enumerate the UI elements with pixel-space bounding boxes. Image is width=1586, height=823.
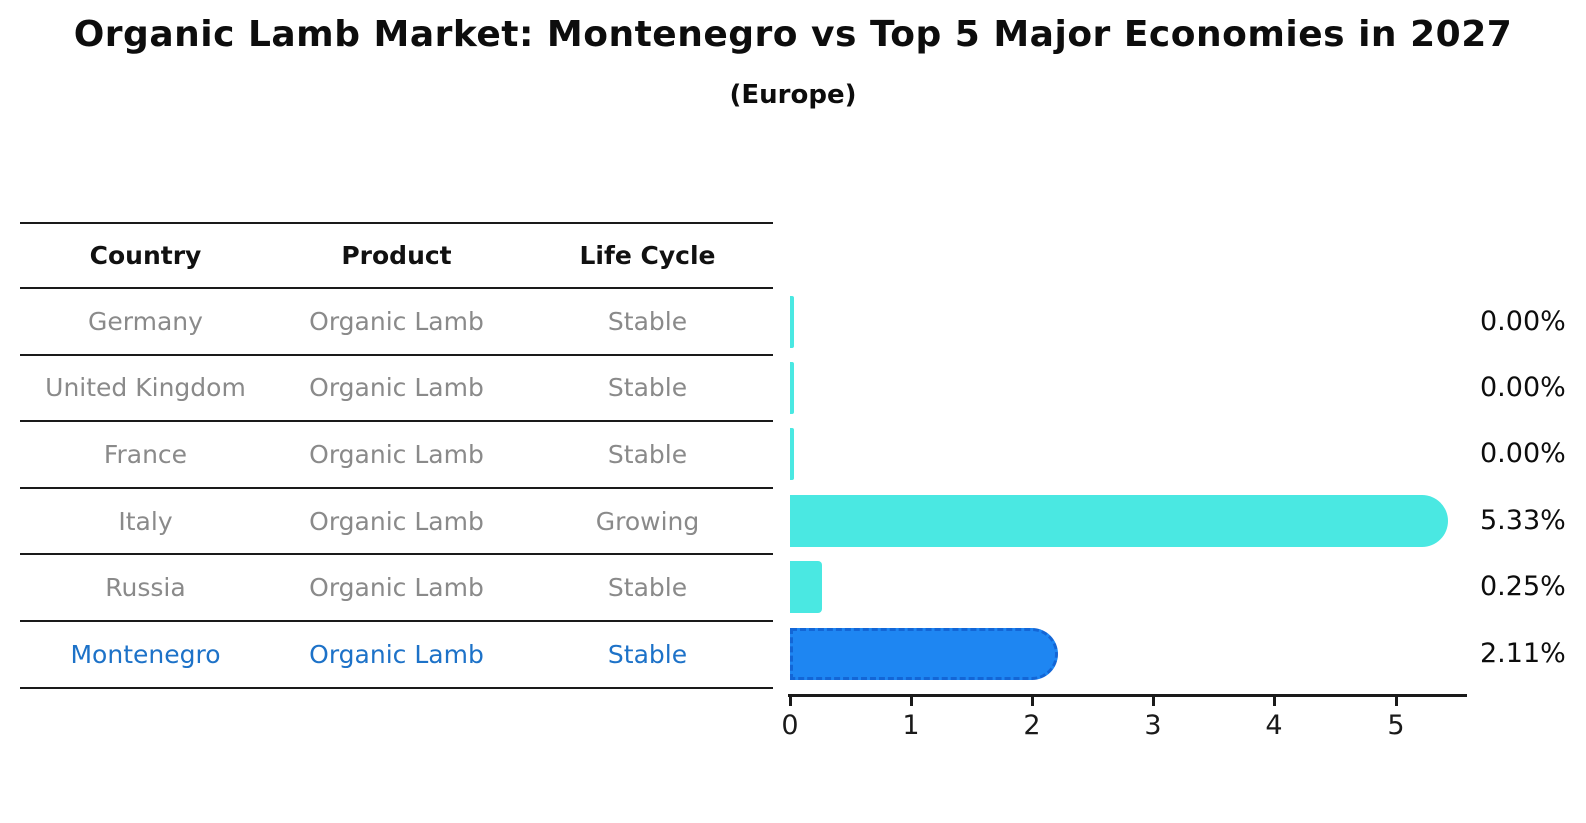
bar-united-kingdom xyxy=(790,362,794,414)
chart-subtitle: (Europe) xyxy=(729,80,857,110)
x-axis-tick xyxy=(910,697,913,706)
cell-life-cycle: Growing xyxy=(595,506,700,536)
x-axis-spine xyxy=(788,694,1467,697)
cell-life-cycle: Stable xyxy=(607,373,688,403)
cell-life-cycle: Stable xyxy=(607,573,688,603)
cell-product: Organic Lamb xyxy=(309,306,484,336)
value-label-germany: 0.00% xyxy=(1480,306,1566,337)
table-row-montenegro: Montenegro Organic Lamb Stable xyxy=(20,622,773,689)
header-product: Product xyxy=(341,241,452,270)
table-row-russia: Russia Organic Lamb Stable xyxy=(20,555,773,622)
x-axis-tick xyxy=(1273,697,1276,706)
country-table: Country Product Life Cycle Germany Organ… xyxy=(20,222,773,689)
x-tick-label: 2 xyxy=(1023,710,1041,741)
cell-country: Germany xyxy=(88,306,203,336)
chart-title: Organic Lamb Market: Montenegro vs Top 5… xyxy=(73,14,1513,55)
cell-product: Organic Lamb xyxy=(309,439,484,469)
bar-italy xyxy=(790,495,1448,547)
value-label-montenegro: 2.11% xyxy=(1480,638,1566,669)
x-axis-tick xyxy=(1152,697,1155,706)
cell-country: Montenegro xyxy=(70,639,221,669)
bar-montenegro xyxy=(790,628,1058,680)
bar-germany xyxy=(790,296,794,348)
cell-country: Russia xyxy=(105,573,186,603)
table-row-france: France Organic Lamb Stable xyxy=(20,422,773,489)
x-tick-label: 0 xyxy=(781,710,799,741)
x-axis-tick xyxy=(789,697,792,706)
cell-life-cycle: Stable xyxy=(607,306,688,336)
cell-life-cycle: Stable xyxy=(607,639,688,669)
bar-france xyxy=(790,428,794,480)
header-life-cycle: Life Cycle xyxy=(579,241,716,270)
cell-product: Organic Lamb xyxy=(309,506,484,536)
x-tick-label: 4 xyxy=(1265,710,1283,741)
bar-russia xyxy=(790,561,822,613)
cell-country: France xyxy=(103,439,188,469)
x-tick-label: 5 xyxy=(1387,710,1405,741)
cell-life-cycle: Stable xyxy=(607,439,688,469)
x-tick-label: 1 xyxy=(902,710,920,741)
value-label-france: 0.00% xyxy=(1480,438,1566,469)
table-row-germany: Germany Organic Lamb Stable xyxy=(20,289,773,356)
cell-country: Italy xyxy=(118,506,173,536)
x-tick-label: 3 xyxy=(1144,710,1162,741)
x-axis-tick xyxy=(1031,697,1034,706)
cell-product: Organic Lamb xyxy=(309,573,484,603)
value-label-russia: 0.25% xyxy=(1480,571,1566,602)
cell-product: Organic Lamb xyxy=(309,373,484,403)
table-row-italy: Italy Organic Lamb Growing xyxy=(20,489,773,556)
cell-product: Organic Lamb xyxy=(309,639,484,669)
x-axis-tick xyxy=(1395,697,1398,706)
cell-country: United Kingdom xyxy=(45,373,246,403)
value-label-united-kingdom: 0.00% xyxy=(1480,372,1566,403)
value-label-italy: 5.33% xyxy=(1480,505,1566,536)
header-country: Country xyxy=(89,241,202,270)
table-row-united-kingdom: United Kingdom Organic Lamb Stable xyxy=(20,356,773,423)
table-header-row: Country Product Life Cycle xyxy=(20,222,773,289)
